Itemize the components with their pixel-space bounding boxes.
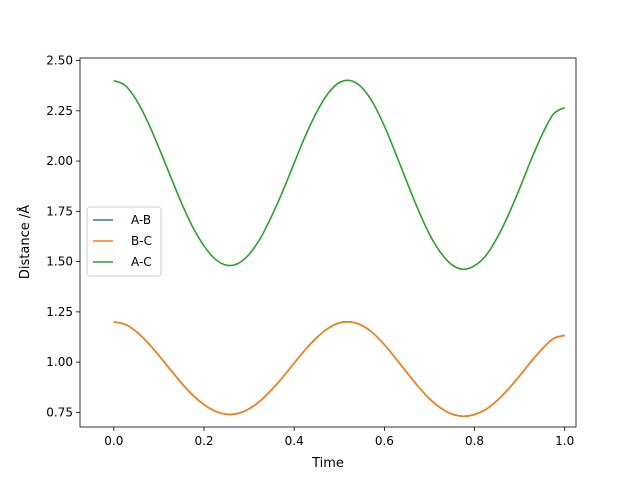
x-tick-label: 0.2 <box>194 434 213 448</box>
plot-frame <box>79 57 577 428</box>
x-tick-label: 0.0 <box>104 434 123 448</box>
y-tick-label: 0.75 <box>46 405 73 419</box>
series-line-1 <box>113 320 565 418</box>
legend-box <box>86 206 162 277</box>
y-axis-ticks: 0.75 1.00 1.25 1.50 1.75 2.00 2.25 2.50 <box>46 54 80 419</box>
y-tick-label: 1.50 <box>46 255 73 269</box>
legend-label: B-C <box>131 234 152 248</box>
y-tick-label: 2.25 <box>46 104 73 118</box>
y-tick-label: 2.50 <box>46 54 73 68</box>
y-tick-label: 1.00 <box>46 355 73 369</box>
y-tick-label: 2.00 <box>46 154 73 168</box>
x-tick-label: 0.4 <box>285 434 304 448</box>
x-axis-ticks: 0.0 0.2 0.4 0.6 0.8 1.0 <box>104 427 574 448</box>
x-tick-label: 0.6 <box>375 434 394 448</box>
y-tick-label: 1.75 <box>46 204 73 218</box>
legend-label: A-C <box>131 255 152 269</box>
x-axis-label: Time <box>311 456 344 471</box>
legend: A-B B-C A-C <box>86 206 162 277</box>
y-tick-label: 1.25 <box>46 305 73 319</box>
y-axis-label: Distance /Å <box>17 205 33 279</box>
x-tick-label: 1.0 <box>555 434 574 448</box>
plot-area <box>80 58 576 427</box>
legend-label: A-B <box>131 213 151 227</box>
series-line-2 <box>113 79 566 271</box>
series-layer <box>113 79 566 418</box>
x-tick-label: 0.8 <box>465 434 484 448</box>
